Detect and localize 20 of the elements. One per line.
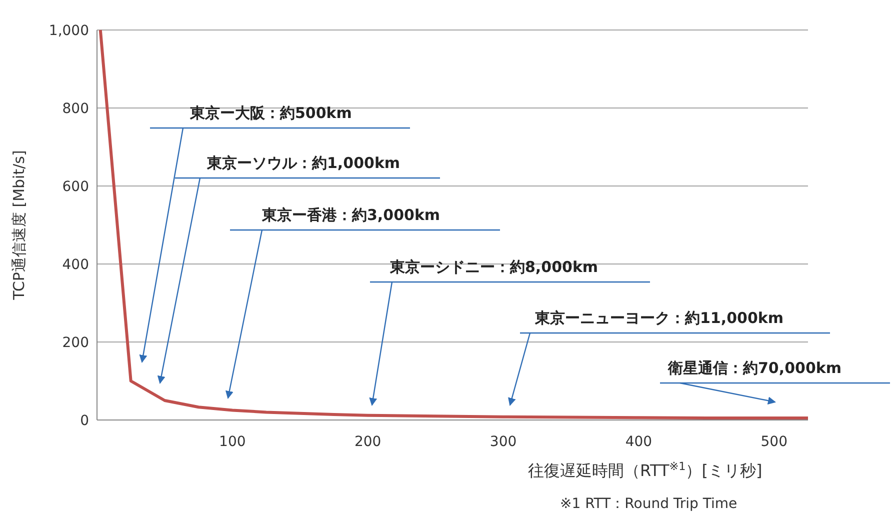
x-tick-label: 100 <box>219 434 246 450</box>
y-axis-title: TCP通信速度 [Mbit/s] <box>10 150 28 301</box>
x-axis-title: 往復遅延時間（RTT$^{※1}$）[ミリ秒] <box>528 460 762 480</box>
x-tick-label: 300 <box>490 434 517 450</box>
x-tick-label: 500 <box>760 434 788 450</box>
annotation: 衛星通信：約70,000km <box>667 359 842 377</box>
annotation: 東京ーニューヨーク：約11,000km <box>534 309 784 327</box>
y-tick-label: 1,000 <box>48 23 89 39</box>
text: ※1 RTT：Round Trip Time <box>560 496 738 512</box>
annotation: 東京ー大阪：約500km <box>189 104 352 122</box>
y-tick-label: 400 <box>62 257 89 273</box>
y-tick-label: 0 <box>80 413 89 429</box>
y-tick-label: 600 <box>62 179 89 195</box>
annotation: 東京ーシドニー：約8,000km <box>389 258 598 276</box>
y-tick-label: 200 <box>62 335 89 351</box>
x-tick-label: 400 <box>625 434 652 450</box>
annotation: 東京ーソウル：約1,000km <box>206 154 400 172</box>
annotation: 東京ー香港：約3,000km <box>261 206 440 224</box>
x-tick-label: 200 <box>354 434 382 450</box>
y-tick-label: 800 <box>62 101 89 117</box>
